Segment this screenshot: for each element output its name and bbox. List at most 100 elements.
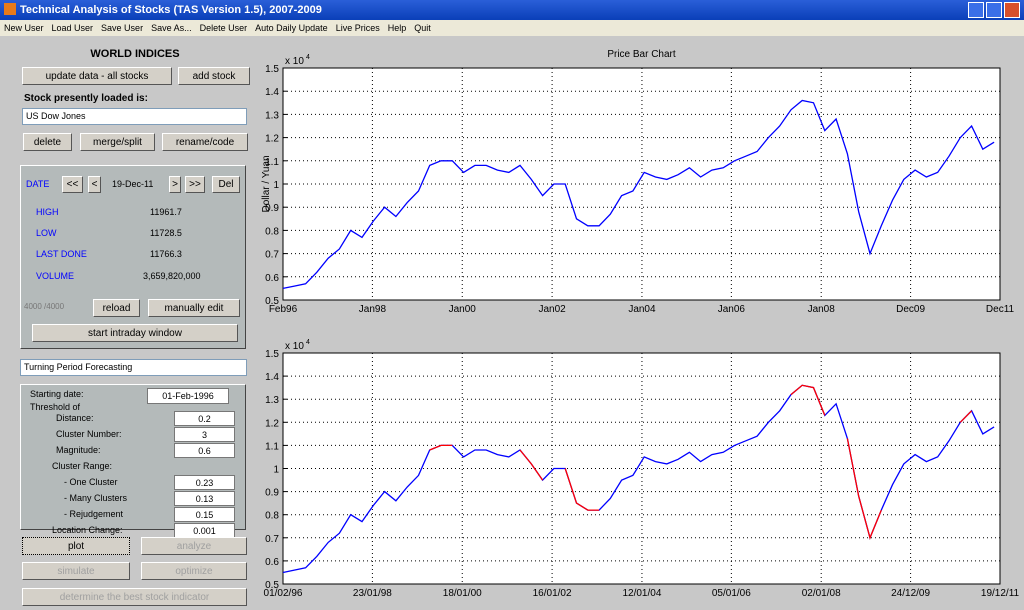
y-tick-label: 0.5	[265, 580, 279, 591]
title-bar: Technical Analysis of Stocks (TAS Versio…	[0, 0, 1024, 20]
date-label: DATE	[26, 179, 50, 189]
y-tick-label: 0.5	[265, 296, 279, 307]
x-tick-label: 24/12/09	[891, 588, 930, 599]
date-panel	[20, 165, 246, 349]
y-tick-label: 1	[273, 465, 279, 476]
y-tick-label: 1.3	[265, 110, 279, 121]
analyze-button[interactable]: analyze	[141, 537, 247, 555]
first-button[interactable]: <<	[62, 176, 83, 193]
field-value: 11766.3	[150, 249, 182, 259]
next-button[interactable]: >	[169, 176, 181, 193]
y-tick-label: 0.6	[265, 273, 279, 284]
menu-item[interactable]: Save As...	[151, 23, 192, 33]
y-tick-label: 1.4	[265, 87, 279, 98]
x-tick-label: 02/01/08	[802, 588, 841, 599]
close-button[interactable]	[1004, 2, 1020, 18]
param-input[interactable]: 3	[174, 427, 235, 442]
x-tick-label: 18/01/00	[443, 588, 482, 599]
exponent-base: x 10	[285, 341, 304, 352]
param-label: Distance:	[56, 413, 94, 423]
price-line	[282, 99, 995, 290]
menu-item[interactable]: Live Prices	[335, 23, 380, 33]
menu-item[interactable]: Load User	[51, 23, 94, 33]
x-tick-label: 23/01/98	[353, 588, 392, 599]
x-tick-label: Jan00	[449, 304, 477, 315]
x-tick-label: Jan98	[359, 304, 387, 315]
param-input[interactable]: 0.13	[174, 491, 235, 506]
menu-item[interactable]: Auto Daily Update	[255, 23, 328, 33]
field-label: VOLUME	[36, 271, 75, 281]
edit-button[interactable]: manually edit	[148, 299, 240, 317]
minimize-button[interactable]	[968, 2, 984, 18]
y-axis-label: Dollar / Yuan	[261, 155, 272, 212]
exponent-base: x 10	[285, 56, 304, 67]
y-tick-label: 1	[273, 180, 279, 191]
field-value: 11961.7	[150, 207, 182, 217]
field-label: LOW	[36, 228, 57, 238]
y-tick-label: 1.3	[265, 395, 279, 406]
param-label: Location Change:	[52, 525, 123, 535]
charts: 0.5 0.6 0.7 0.8 0.9 1 1.1 1.2 1.3 1.4 1.5 Feb96 Jan9…	[261, 49, 1020, 599]
y-tick-label: 0.7	[265, 534, 279, 545]
heading: WORLD INDICES	[90, 48, 180, 60]
param-label: - One Cluster	[64, 477, 118, 487]
prev-button[interactable]: <	[88, 176, 101, 193]
chart-title: Price Bar Chart	[607, 49, 676, 60]
delete-button[interactable]: delete	[23, 133, 72, 151]
y-tick-label: 0.8	[265, 226, 279, 237]
start-date-input[interactable]: 01-Feb-1996	[147, 388, 229, 404]
menu-bar: New User Load User Save User Save As... Dele…	[0, 20, 1024, 36]
reload-button[interactable]: reload	[93, 299, 140, 317]
menu-item[interactable]: Quit	[414, 23, 431, 33]
param-input[interactable]: 0.001	[174, 523, 235, 538]
y-tick-label: 0.9	[265, 488, 279, 499]
indicator-button[interactable]: determine the best stock indicator	[22, 588, 247, 606]
menu-item[interactable]: Help	[387, 23, 407, 33]
param-input[interactable]: 0.23	[174, 475, 235, 490]
last-button[interactable]: >>	[185, 176, 205, 193]
param-label: Cluster Range:	[52, 461, 113, 471]
optimize-button[interactable]: optimize	[141, 562, 247, 580]
y-tick-label: 1.5	[265, 64, 279, 75]
y-tick-label: 1.2	[265, 134, 279, 145]
param-input[interactable]: 0.15	[174, 507, 235, 522]
merge-button[interactable]: merge/split	[80, 133, 155, 151]
param-label: - Many Clusters	[64, 493, 128, 503]
y-tick-label: 0.9	[265, 203, 279, 214]
x-tick-label: 19/12/11	[981, 588, 1020, 599]
menu-item[interactable]: Delete User	[199, 23, 248, 33]
x-tick-label: Feb96	[269, 304, 298, 315]
app-icon	[4, 3, 16, 15]
param-label: Threshold of	[30, 402, 81, 412]
loaded-label: Stock presently loaded is:	[24, 93, 148, 104]
simulate-button[interactable]: simulate	[22, 562, 130, 580]
param-label: Starting date:	[30, 389, 84, 399]
param-input[interactable]: 0.6	[174, 443, 235, 458]
x-tick-label: 12/01/04	[622, 588, 661, 599]
param-input[interactable]: 0.2	[174, 411, 235, 426]
method-select[interactable]: Turning Period Forecasting	[20, 359, 247, 376]
x-tick-label: Jan08	[808, 304, 836, 315]
menu-item[interactable]: New User	[4, 23, 44, 33]
field-label: LAST DONE	[36, 249, 87, 259]
menu-item[interactable]: Save User	[101, 23, 144, 33]
param-label: Magnitude:	[56, 445, 101, 455]
plot-button[interactable]: plot	[22, 537, 130, 555]
del-button[interactable]: Del	[212, 176, 240, 193]
stock-select[interactable]: US Dow Jones	[22, 108, 247, 125]
add-stock-button[interactable]: add stock	[178, 67, 250, 85]
rename-button[interactable]: rename/code	[162, 133, 248, 151]
exponent: 4	[306, 339, 310, 346]
intraday-button[interactable]: start intraday window	[32, 324, 238, 342]
update-button[interactable]: update data - all stocks	[22, 67, 172, 85]
field-label: HIGH	[36, 207, 59, 217]
y-tick-label: 1.4	[265, 372, 279, 383]
field-value: 11728.5	[150, 228, 182, 238]
y-tick-label: 1.1	[265, 157, 279, 168]
maximize-button[interactable]	[986, 2, 1002, 18]
x-tick-label: Jan04	[628, 304, 656, 315]
x-tick-label: 05/01/06	[712, 588, 751, 599]
param-label: - Rejudgement	[64, 509, 124, 519]
y-tick-label: 1.2	[265, 418, 279, 429]
